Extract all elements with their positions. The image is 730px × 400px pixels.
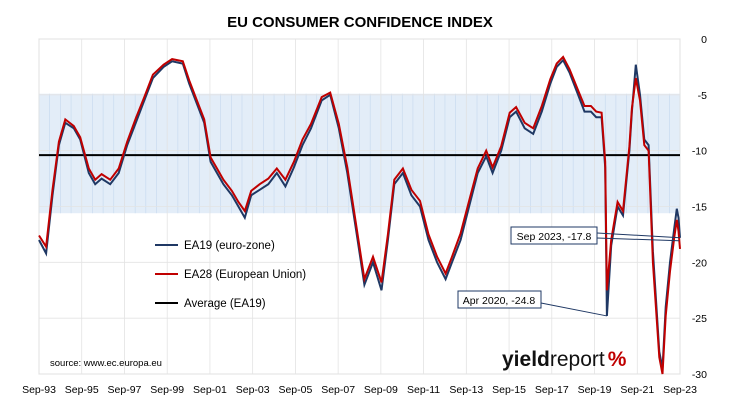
x-tick-label: Sep-17 — [535, 384, 569, 396]
y-tick-label: -10 — [692, 146, 707, 158]
annotation-leader — [596, 232, 681, 239]
chart-title: EU CONSUMER CONFIDENCE INDEX — [227, 14, 493, 31]
x-tick-label: Sep-05 — [278, 384, 312, 396]
y-tick-label: 0 — [701, 34, 707, 46]
x-tick-label: Sep-11 — [407, 384, 440, 396]
annotation-label: Sep 2023, -17.8 — [517, 231, 592, 243]
x-tick-label: Sep-99 — [150, 384, 184, 396]
series-line-ea19 — [38, 58, 681, 369]
legend: EA19 (euro-zone) EA28 (European Union) A… — [155, 240, 306, 310]
y-tick-label: -5 — [698, 90, 707, 102]
legend-label-ea19: EA19 (euro-zone) — [184, 240, 275, 252]
svg-text:yieldreport%: yieldreport% — [502, 348, 627, 371]
horizontal-gridlines — [39, 38, 680, 375]
annotation-leader — [540, 302, 608, 317]
legend-label-average: Average (EA19) — [184, 298, 266, 310]
x-axis-ticks: Sep-93 Sep-95 Sep-97 Sep-99 Sep-01 Sep-03 Sep-… — [22, 384, 697, 396]
x-tick-label: Sep-03 — [236, 384, 270, 396]
x-tick-label: Sep-15 — [492, 384, 526, 396]
x-tick-label: Sep-21 — [620, 384, 654, 396]
y-tick-label: -20 — [692, 257, 707, 269]
y-tick-label: -25 — [692, 313, 707, 325]
x-tick-label: Sep-19 — [578, 384, 612, 396]
annotation-apr-2020: Apr 2020, -24.8 — [457, 290, 608, 317]
x-tick-label: Sep-23 — [663, 384, 697, 396]
annotation-box — [457, 290, 542, 309]
annotation-leader — [596, 237, 680, 242]
logo-text-light: report — [550, 348, 605, 371]
legend-label-ea28: EA28 (European Union) — [184, 269, 306, 281]
series-line-ea28 — [38, 55, 681, 375]
annotation-sep-2023: Sep 2023, -17.8 — [510, 226, 681, 245]
x-tick-label: Sep-93 — [22, 384, 56, 396]
y-axis-ticks: 0 -5 -10 -15 -20 -25 -30 — [692, 34, 707, 381]
annotation-box — [510, 226, 598, 245]
source-note: source: www.ec.europa.eu — [50, 358, 162, 369]
x-tick-label: Sep-07 — [321, 384, 355, 396]
x-tick-label: Sep-97 — [108, 384, 142, 396]
plot-area: 0-5-10-15-20-25-30 Sep-93 Sep-95 Sep-97 Sep… — [22, 34, 707, 396]
y-tick-label: -30 — [692, 369, 707, 381]
logo-text-bold: yield — [502, 348, 550, 371]
logo-percent: % — [608, 348, 627, 371]
y-tick-label: -15 — [692, 202, 707, 214]
yieldreport-logo: yieldreport% — [502, 348, 627, 371]
x-tick-label: Sep-01 — [193, 384, 227, 396]
x-tick-label: Sep-95 — [65, 384, 99, 396]
annotation-label: Apr 2020, -24.8 — [463, 295, 536, 307]
x-tick-label: Sep-13 — [449, 384, 483, 396]
x-tick-label: Sep-09 — [364, 384, 398, 396]
